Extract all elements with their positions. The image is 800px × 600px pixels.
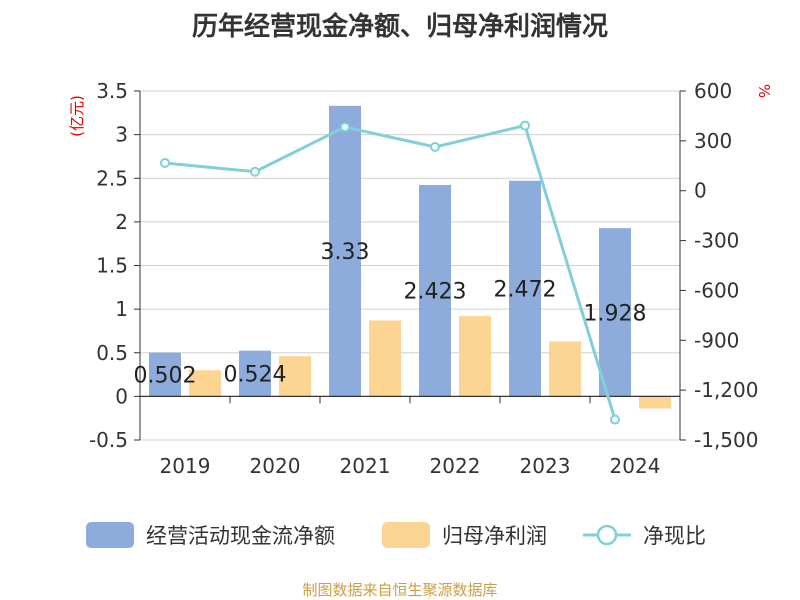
bars-layer [149,105,671,409]
bar-net-profit [189,370,221,397]
left-axis-tick-label: 1 [115,297,128,321]
bar-operating-cash-flow [509,180,541,397]
legend-label-net-profit: 归母净利润 [442,524,547,548]
x-axis-category-label: 2022 [430,454,481,478]
x-axis-category-label: 2024 [610,454,661,478]
left-axis-tick-label: 0.5 [96,341,128,365]
point-cash-ratio [610,414,620,425]
right-axis-tick-label: -300 [694,229,739,253]
legend-swatch-net-profit [382,522,430,548]
right-axis-tick-label: -900 [694,328,739,352]
bar-net-profit [549,341,581,397]
legend-swatch-operating-cash-flow [86,522,134,548]
left-axis-unit-label: (亿元) [68,95,86,137]
left-axis-tick-label: 3.5 [96,79,128,103]
line-layer [160,120,620,425]
bar-operating-cash-flow [419,184,451,397]
data-label-operating-cash-flow: 2.423 [404,280,467,305]
point-cash-ratio [430,142,440,153]
legend-marker-cash-ratio [596,524,618,546]
bar-net-profit [279,356,311,397]
left-axis-tick-label: 0 [115,384,128,408]
point-cash-ratio [160,157,170,168]
data-label-operating-cash-flow: 3.33 [321,240,370,265]
right-axis-tick-label: 0 [694,179,707,203]
left-axis-tick-label: 2 [115,210,128,234]
x-axis-category-label: 2019 [160,454,211,478]
point-cash-ratio [340,122,350,133]
chart-title: 历年经营现金净额、归母净利润情况 [191,12,608,42]
bar-operating-cash-flow [329,105,361,397]
axes-layer: -0.5 0 0.5 1 1.5 2 2.5 3 3.5 600 300 0 -300 -600 -900 -… [68,79,773,478]
x-axis-category-label: 2020 [250,454,301,478]
right-axis-tick-label: -1,500 [694,428,758,452]
legend-label-operating-cash-flow: 经营活动现金流净额 [146,524,335,548]
legend-label-cash-ratio: 净现比 [643,524,706,548]
data-label-operating-cash-flow: 1.928 [584,301,647,326]
right-axis-unit-label: % [755,84,773,98]
source-note: 制图数据来自恒生聚源数据库 [302,581,498,599]
left-axis-tick-label: -0.5 [89,428,128,452]
bar-operating-cash-flow [599,228,631,397]
bar-operating-cash-flow [149,352,181,397]
bar-operating-cash-flow [239,350,271,397]
data-label-operating-cash-flow: 0.502 [134,363,197,388]
grid-layer [140,90,680,441]
bar-net-profit [369,320,401,397]
legend: 经营活动现金流净额 归母净利润 净现比 [86,522,706,548]
right-axis-tick-label: -1,200 [694,378,758,402]
data-label-operating-cash-flow: 0.524 [224,363,287,388]
data-label-operating-cash-flow: 2.472 [494,278,557,303]
bar-net-profit [459,316,491,397]
left-axis-tick-label: 1.5 [96,254,128,278]
bar-net-profit [639,396,671,409]
right-axis-tick-label: 300 [694,129,732,153]
line-cash-ratio [164,123,617,420]
labels-layer: 0.502 0.524 3.33 2.423 2.472 1.928 [134,240,647,388]
right-axis-tick-label: 600 [694,79,732,103]
point-cash-ratio [520,120,530,131]
point-cash-ratio [250,166,260,177]
right-axis-tick-label: -600 [694,278,739,302]
left-axis-tick-label: 2.5 [96,166,128,190]
left-axis-tick-label: 3 [115,123,128,147]
x-axis-category-label: 2023 [520,454,571,478]
x-axis-category-label: 2021 [340,454,391,478]
